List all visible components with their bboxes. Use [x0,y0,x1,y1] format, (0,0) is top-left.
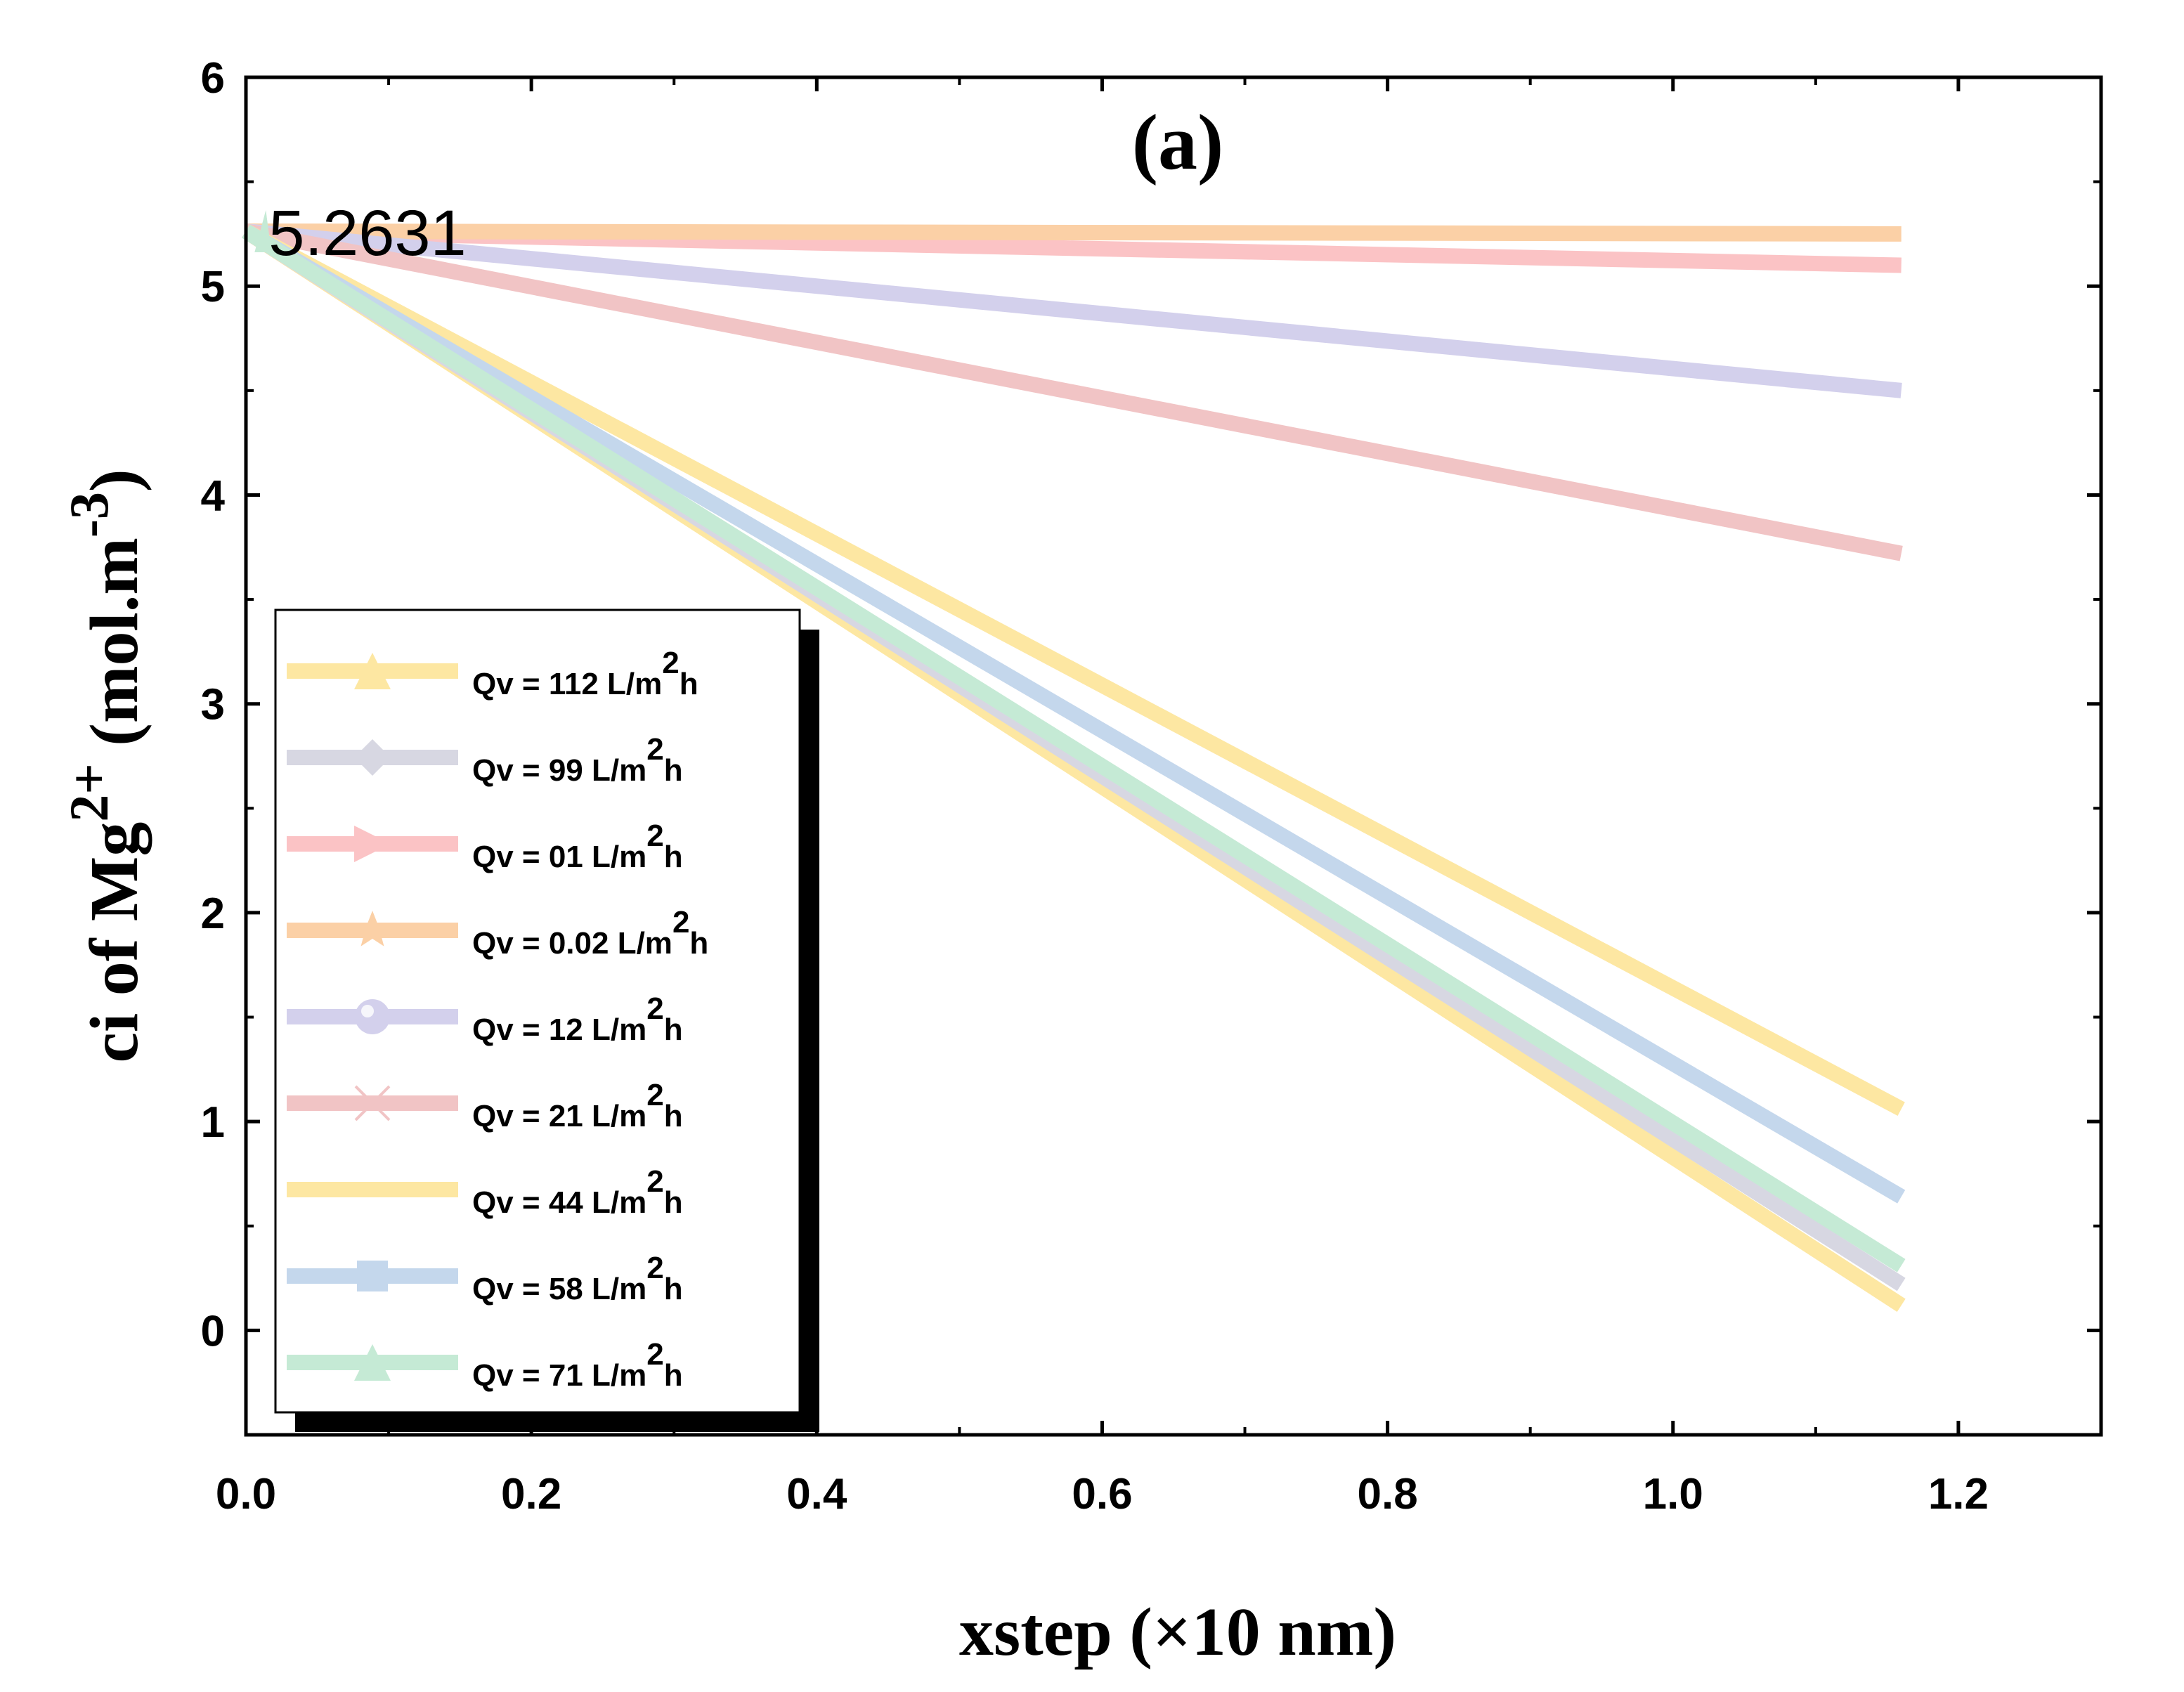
legend-label-unit: h [664,1358,683,1393]
legend-label-text: Qv = 99 L/m [472,753,646,788]
legend-label-exponent: 2 [646,819,663,853]
legend-marker-diamond-icon [354,739,391,776]
series-line-8 [242,224,1906,1204]
legend-label-unit: h [664,753,683,788]
legend-label-exponent: 2 [646,732,663,767]
legend-label-exponent: 2 [662,646,679,680]
legend-item: Qv = 21 L/m2h [287,1078,683,1133]
legend-item: Qv = 71 L/m2h [287,1337,683,1393]
sphere-body [355,999,390,1034]
legend-label: Qv = 01 L/m2h [472,819,683,874]
legend-label-text: Qv = 0.02 L/m [472,926,672,961]
x-tick-label: 0.8 [1358,1470,1418,1518]
series-line-5 [245,223,1902,398]
legend-item: Qv = 0.02 L/m2h [287,905,708,961]
sphere-highlight [361,1005,374,1017]
y-tick-label: 1 [201,1098,225,1147]
value-annotation: 5.2631 [268,197,466,269]
legend-label-text: Qv = 71 L/m [472,1358,646,1393]
legend-marker-triangle-icon [354,1344,391,1381]
legend-label-unit: h [664,1185,683,1220]
legend-item: Qv = 112 L/m2h [287,646,698,701]
series-line-9 [242,224,1906,1273]
legend-item: Qv = 44 L/m2h [287,1164,683,1220]
x-tick-label: 0.6 [1072,1470,1132,1518]
legend-item: Qv = 12 L/m2h [287,991,683,1047]
axes-layer: 0.0 0.2 0.4 0.6 0.8 1.0 1.2 0 1 2 3 4 5 6 [201,54,2103,1518]
y-axis-title-charge: 2+ [58,763,119,821]
series-layer [242,223,1906,1312]
legend-label-text: Qv = 21 L/m [472,1099,646,1133]
legend-label: Qv = 0.02 L/m2h [472,905,708,961]
legend-label: Qv = 58 L/m2h [472,1251,683,1306]
legend-label-exponent: 2 [646,991,663,1026]
y-axis-title-unit-close: ) [77,469,152,492]
legend-item: Qv = 99 L/m2h [287,732,683,788]
legend-label-text: Qv = 12 L/m [472,1013,646,1047]
series-line-4 [245,223,1902,242]
start-point-marker [254,210,272,253]
legend-item: Qv = 58 L/m2h [287,1251,683,1306]
legend-label-unit: h [664,1013,683,1047]
legend-label-exponent: 2 [672,905,689,939]
x-axis-title: xstep (×10 nm) [959,1594,1396,1670]
legend-label-text: Qv = 44 L/m [472,1185,646,1220]
y-axis-title: ci of Mg2+ (mol.m-3) [58,469,152,1062]
legend-label: Qv = 21 L/m2h [472,1078,683,1133]
x-tick-label: 0.2 [501,1470,561,1518]
legend-label-text: Qv = 58 L/m [472,1272,646,1306]
legend-label-exponent: 2 [646,1078,663,1112]
legend-label-unit: h [664,1099,683,1133]
legend-marker-square-icon [357,1261,388,1291]
legend-label: Qv = 112 L/m2h [472,646,698,701]
legend-label-unit: h [664,840,683,874]
y-tick-label: 2 [201,890,225,938]
legend-label-exponent: 2 [646,1164,663,1199]
y-tick-label: 6 [201,54,225,103]
legend-label-text: Qv = 01 L/m [472,840,646,874]
y-tick-label: 5 [201,263,225,311]
legend-label-exponent: 2 [646,1251,663,1285]
legend-label-unit: h [680,667,698,701]
y-axis-title-unit-exponent: -3 [58,492,119,538]
chart-title: (a) [1132,99,1224,186]
x-tick-label: 0.0 [216,1470,276,1518]
legend-marker-cross-icon [354,1085,391,1121]
x-tick-label: 0.4 [786,1470,847,1518]
legend-label-text: Qv = 112 L/m [472,667,662,701]
legend-label-unit: h [689,926,708,961]
cross-stroke-b [354,1085,391,1121]
y-axis-title-unit: (mol.m [77,538,152,763]
y-axis-title-prefix: ci of Mg [77,822,152,1063]
legend-marker-triangle-right-icon [354,826,391,862]
y-tick-label: 0 [201,1307,225,1355]
legend-label-unit: h [664,1272,683,1306]
legend-marker-triangle-icon [354,653,391,689]
x-tick-label: 1.2 [1928,1470,1989,1518]
legend-marker-star-icon [353,911,391,946]
legend-label: Qv = 99 L/m2h [472,732,683,788]
plot-frame [244,75,2103,1437]
legend-label-exponent: 2 [646,1337,663,1372]
legend-item: Qv = 01 L/m2h [287,819,683,874]
legend-label: Qv = 71 L/m2h [472,1337,683,1393]
series-line-6 [244,223,1903,561]
series-line-7 [242,224,1905,1117]
legend-label: Qv = 12 L/m2h [472,991,683,1047]
x-tick-label: 1.0 [1643,1470,1703,1518]
y-tick-label: 4 [201,471,226,520]
legend-label: Qv = 44 L/m2h [472,1164,683,1220]
y-tick-label: 3 [201,681,225,729]
legend-marker-sphere-icon [355,999,390,1034]
